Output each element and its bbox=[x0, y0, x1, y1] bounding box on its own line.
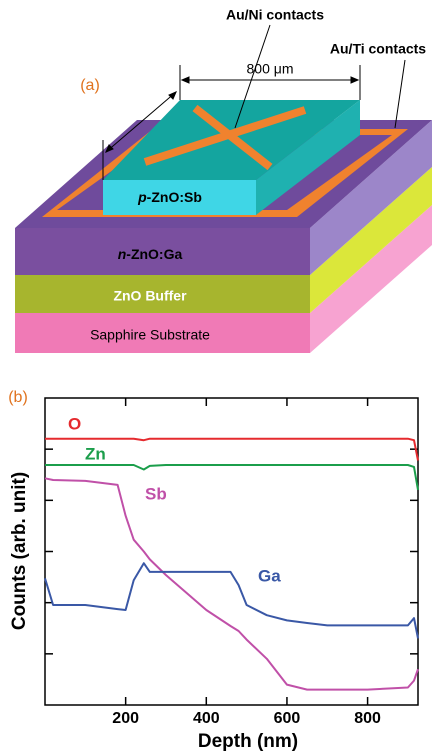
series-line bbox=[45, 437, 419, 461]
n-layer-label: n-ZnO:Ga bbox=[118, 246, 183, 262]
substrate-side bbox=[310, 205, 432, 353]
buffer-label: ZnO Buffer bbox=[113, 288, 187, 304]
x-tick-label: 400 bbox=[193, 710, 220, 727]
p-rest: -ZnO:Sb bbox=[147, 189, 202, 205]
x-axis-label: Depth (nm) bbox=[198, 731, 298, 752]
series-label: Zn bbox=[85, 444, 106, 463]
dimension-lines bbox=[102, 24, 406, 180]
p-mesa-side bbox=[256, 100, 360, 215]
n-layer-front bbox=[15, 228, 310, 275]
series-label: Ga bbox=[258, 566, 281, 585]
plot-area: 200 400 600 800 OZn Sb Ga bbox=[44, 397, 419, 727]
buffer-front bbox=[15, 275, 310, 313]
n-prefix: n bbox=[118, 246, 127, 262]
device-schematic: (a) Au/Ni contacts Au/Ti contacts 800 μm… bbox=[15, 7, 432, 353]
p-layer-label: p-ZnO:Sb bbox=[137, 189, 202, 205]
series-line bbox=[44, 562, 419, 639]
x-tick-label: 200 bbox=[112, 710, 139, 727]
au-ni-label: Au/Ni contacts bbox=[226, 7, 324, 23]
series-line bbox=[44, 477, 419, 691]
buffer-side bbox=[310, 167, 432, 313]
n-rest: -ZnO:Ga bbox=[126, 246, 182, 262]
series-label: Sb bbox=[145, 484, 167, 503]
x-tick-label: 600 bbox=[274, 710, 301, 727]
y-axis-label: Counts (arb. unit) bbox=[9, 472, 30, 630]
substrate-label: Sapphire Substrate bbox=[90, 327, 210, 343]
p-prefix: p bbox=[137, 189, 147, 205]
au-ti-label: Au/Ti contacts bbox=[330, 41, 426, 57]
p-mesa-front bbox=[103, 180, 256, 215]
panel-label: (b) bbox=[8, 389, 28, 406]
substrate-front bbox=[15, 313, 310, 353]
series-line bbox=[45, 464, 419, 491]
dimension-label: 800 μm bbox=[247, 61, 294, 77]
au-ni-contact bbox=[143, 106, 307, 166]
x-tick-label: 800 bbox=[354, 710, 381, 727]
panel-label: (a) bbox=[80, 77, 100, 94]
n-layer-side bbox=[310, 120, 432, 275]
series-label: O bbox=[68, 414, 81, 433]
